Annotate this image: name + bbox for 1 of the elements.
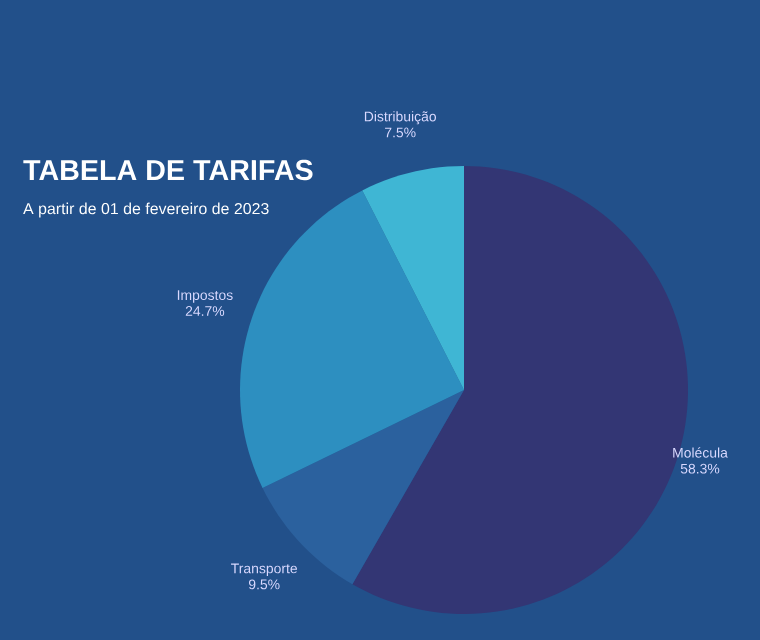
text: TABELA DE TARIFAS [23, 159, 313, 181]
